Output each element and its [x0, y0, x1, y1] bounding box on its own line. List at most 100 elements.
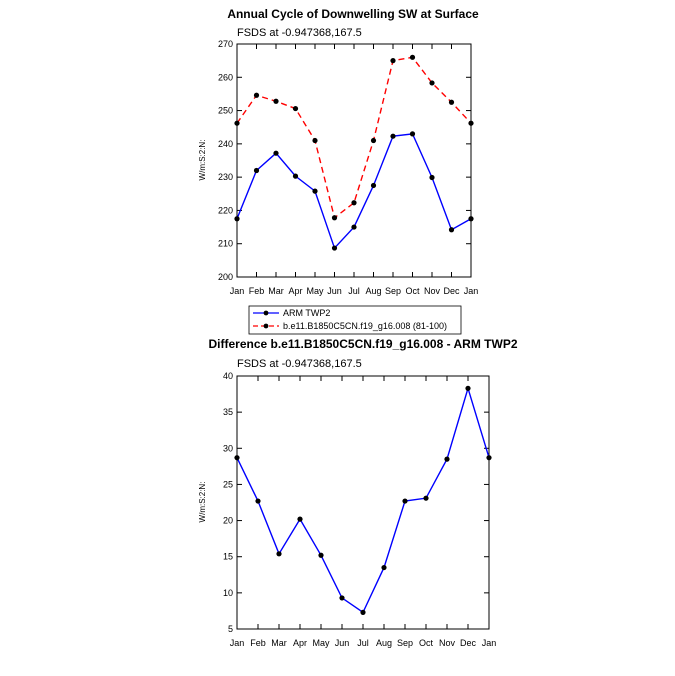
legend-marker-model: [263, 323, 269, 329]
y-tick-label: 260: [218, 72, 233, 82]
series-1-point: [390, 58, 396, 64]
chart-title: Difference b.e11.B1850C5CN.f19_g16.008 -…: [208, 337, 517, 351]
series-0-point: [370, 182, 377, 189]
series-1-point: [273, 98, 279, 104]
series-1-point: [448, 99, 455, 105]
x-tick-label: Jan: [482, 638, 497, 648]
series-0-point: [273, 150, 279, 156]
series-1-point: [331, 215, 338, 221]
series-line-1: [236, 56, 472, 219]
y-tick-label: 40: [223, 371, 233, 381]
x-tick-label: Mar: [271, 638, 287, 648]
legend-label-model: b.e11.B1850C5CN.f19_g16.008 (81-100): [283, 321, 447, 331]
legend-marker-arm: [263, 310, 269, 316]
series-0-point: [276, 551, 282, 557]
y-tick-label: 240: [218, 139, 233, 149]
series-line-0: [236, 133, 472, 250]
series-1-point: [409, 54, 416, 60]
x-tick-label: Jul: [357, 638, 369, 648]
x-tick-label: Jun: [327, 286, 342, 296]
x-tick-label: Feb: [250, 638, 266, 648]
x-tick-label: Jun: [335, 638, 350, 648]
y-tick-label: 230: [218, 172, 233, 182]
x-tick-label: Dec: [443, 286, 460, 296]
series-0-point: [468, 216, 474, 222]
y-tick-label: 20: [223, 516, 233, 526]
x-tick-label: Oct: [419, 638, 434, 648]
series-0-point: [486, 455, 492, 461]
series-1-point: [370, 137, 377, 144]
series-0-point: [351, 224, 357, 230]
x-tick-label: Nov: [439, 638, 456, 648]
y-tick-label: 270: [218, 39, 233, 49]
y-tick-label: 35: [223, 407, 233, 417]
series-1-point: [429, 80, 435, 86]
y-tick-label: 250: [218, 106, 233, 116]
chart-subtitle: FSDS at -0.947368,167.5: [237, 358, 362, 370]
y-tick-label: 15: [223, 552, 233, 562]
x-tick-label: Jul: [348, 286, 360, 296]
y-axis-label: W/m:S:2:N:: [198, 482, 207, 523]
x-tick-label: May: [312, 638, 330, 648]
y-tick-label: 210: [218, 239, 233, 249]
series-0-point: [253, 167, 260, 174]
x-tick-label: Jan: [230, 286, 245, 296]
series-0-point: [234, 455, 240, 461]
series-1-point: [468, 120, 474, 126]
x-tick-label: Oct: [405, 286, 420, 296]
series-0-point: [429, 174, 435, 181]
y-tick-label: 10: [223, 588, 233, 598]
legend: ARM TWP2 b.e11.B1850C5CN.f19_g16.008 (81…: [248, 305, 462, 335]
x-tick-label: Feb: [249, 286, 265, 296]
x-tick-label: Jan: [464, 286, 479, 296]
series-1-point: [234, 120, 240, 126]
y-tick-label: 25: [223, 479, 233, 489]
x-tick-label: Mar: [268, 286, 284, 296]
x-tick-label: Sep: [397, 638, 413, 648]
series-0-point: [381, 564, 387, 571]
series-0-point: [465, 385, 471, 391]
legend-label-arm: ARM TWP2: [283, 308, 330, 318]
y-tick-label: 5: [228, 624, 233, 634]
series-0-point: [234, 216, 240, 222]
series-1-point: [292, 105, 299, 112]
x-tick-label: Nov: [424, 286, 441, 296]
series-0-point: [255, 498, 261, 504]
series-0-point: [444, 456, 450, 462]
series-1-point: [253, 92, 260, 98]
series-0-point: [297, 516, 303, 522]
series-0-point: [292, 173, 299, 179]
series-0-point: [402, 498, 408, 504]
series-line-0: [236, 385, 490, 614]
series-0-point: [339, 595, 345, 601]
y-tick-label: 220: [218, 205, 233, 215]
x-tick-label: Aug: [376, 638, 392, 648]
x-tick-label: Sep: [385, 286, 401, 296]
x-tick-label: Aug: [365, 286, 381, 296]
difference-chart: Difference b.e11.B1850C5CN.f19_g16.008 -…: [198, 337, 518, 648]
series-0-point: [360, 609, 366, 615]
chart-subtitle: FSDS at -0.947368,167.5: [237, 27, 362, 39]
x-tick-label: Apr: [288, 286, 302, 296]
x-tick-label: May: [306, 286, 324, 296]
y-tick-label: 200: [218, 272, 233, 282]
plot-frame: [236, 43, 472, 278]
series-0-point: [390, 133, 396, 139]
series-0-point: [312, 188, 318, 194]
chart-title: Annual Cycle of Downwelling SW at Surfac…: [227, 7, 479, 21]
series-0-point: [318, 552, 324, 558]
series-0-point: [331, 245, 338, 251]
series-0-point: [448, 227, 455, 233]
plot-frame: [236, 375, 490, 630]
x-tick-label: Jan: [230, 638, 245, 648]
y-tick-label: 30: [223, 443, 233, 453]
series-0-point: [409, 131, 416, 137]
series-1-point: [312, 137, 318, 144]
x-tick-label: Apr: [293, 638, 307, 648]
annual-cycle-chart: Annual Cycle of Downwelling SW at Surfac…: [198, 7, 479, 296]
series-1-point: [351, 200, 357, 206]
legend-box: [248, 305, 462, 335]
x-tick-label: Dec: [460, 638, 477, 648]
y-axis-label: W/m:S:2:N:: [198, 140, 207, 181]
